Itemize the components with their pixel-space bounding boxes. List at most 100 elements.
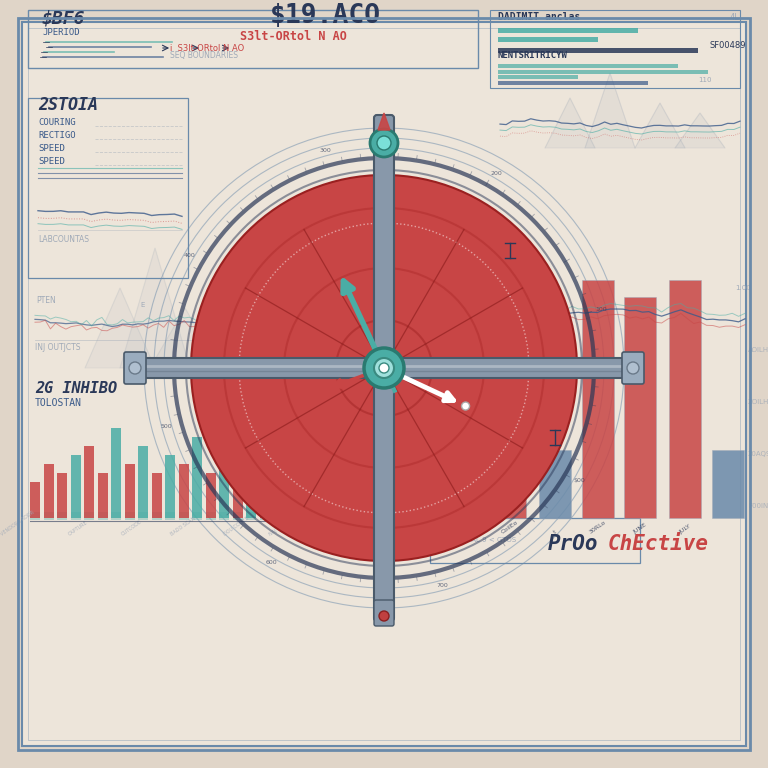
Text: TOLOSTAN: TOLOSTAN — [35, 398, 82, 408]
Text: 2G INHIBO: 2G INHIBO — [35, 381, 118, 396]
Bar — [219, 512, 229, 520]
FancyBboxPatch shape — [622, 352, 644, 384]
FancyBboxPatch shape — [124, 352, 146, 384]
Bar — [498, 81, 648, 84]
Bar — [178, 512, 188, 520]
Text: COURING: COURING — [38, 118, 75, 127]
Bar — [219, 455, 229, 518]
Bar — [57, 473, 67, 518]
Bar — [84, 512, 94, 520]
Bar — [422, 464, 432, 518]
Text: F00IN: F00IN — [748, 503, 768, 509]
Text: 200: 200 — [491, 170, 502, 176]
Text: OUTCODE: OUTCODE — [120, 519, 143, 537]
Text: E: E — [140, 302, 144, 308]
Text: $19.ACO: $19.ACO — [270, 3, 381, 29]
Text: SPEED: SPEED — [38, 157, 65, 166]
Circle shape — [364, 348, 404, 388]
Polygon shape — [120, 248, 190, 368]
Bar — [71, 455, 81, 518]
Bar — [192, 512, 202, 520]
Polygon shape — [635, 103, 685, 148]
Bar — [30, 512, 40, 520]
FancyBboxPatch shape — [22, 22, 746, 746]
Text: 500: 500 — [161, 424, 173, 429]
Bar — [246, 464, 256, 518]
Text: JULY: JULY — [678, 524, 692, 535]
Text: PrOo: PrOo — [548, 534, 598, 554]
Text: NENTSRITRICYW: NENTSRITRICYW — [498, 51, 568, 60]
Text: 4L: 4L — [730, 13, 740, 22]
Bar — [498, 28, 638, 32]
Circle shape — [374, 358, 394, 378]
Bar — [340, 512, 350, 520]
Bar — [178, 464, 188, 518]
FancyBboxPatch shape — [131, 358, 637, 378]
Bar — [300, 446, 310, 518]
Bar — [539, 450, 571, 518]
Text: ADDRESSAL 9 < GTOS: ADDRESSAL 9 < GTOS — [438, 537, 516, 543]
Bar — [498, 75, 578, 79]
FancyBboxPatch shape — [374, 115, 394, 621]
Text: 600: 600 — [266, 561, 277, 565]
Text: 300: 300 — [320, 148, 332, 153]
Bar — [669, 280, 701, 518]
Text: 2STOIA: 2STOIA — [38, 96, 98, 114]
Bar — [138, 512, 148, 520]
Bar — [286, 512, 296, 520]
Bar — [44, 512, 54, 520]
Polygon shape — [675, 113, 725, 148]
Text: 110: 110 — [698, 77, 711, 83]
Bar — [98, 512, 108, 520]
Text: JUNE: JUNE — [632, 522, 647, 535]
Bar — [84, 446, 94, 518]
Text: AOILH: AOILH — [748, 347, 768, 353]
Text: S3lt-ORtol N AO: S3lt-ORtol N AO — [240, 30, 347, 43]
Bar — [368, 455, 378, 518]
Bar — [286, 464, 296, 518]
Bar — [206, 512, 216, 520]
Bar — [273, 455, 283, 518]
Bar — [395, 512, 405, 520]
Bar — [368, 512, 378, 520]
Text: PTEN: PTEN — [36, 296, 56, 305]
Bar — [44, 464, 54, 518]
Text: 2/: 2/ — [495, 279, 503, 288]
Bar — [408, 446, 418, 518]
Bar — [300, 512, 310, 520]
Bar — [111, 512, 121, 520]
Bar — [327, 512, 337, 520]
Circle shape — [129, 362, 141, 374]
Polygon shape — [85, 288, 155, 368]
Bar — [151, 473, 161, 518]
Text: INJ OUTJCTS: INJ OUTJCTS — [35, 343, 81, 352]
Bar — [57, 512, 67, 520]
Text: 30RLo: 30RLo — [588, 520, 607, 535]
Bar — [124, 512, 134, 520]
Text: t: t — [552, 529, 558, 535]
Text: SF00489: SF00489 — [710, 41, 746, 50]
Bar — [165, 455, 175, 518]
Circle shape — [377, 136, 391, 150]
Text: CAPTURE: CAPTURE — [68, 520, 89, 537]
Bar — [582, 280, 614, 518]
Text: DOU CODES: DOU CODES — [223, 516, 250, 537]
Bar — [124, 464, 134, 518]
Bar — [498, 70, 708, 74]
Circle shape — [191, 175, 577, 561]
Text: LABCOUNTAS: LABCOUNTAS — [38, 235, 89, 244]
Bar — [111, 428, 121, 518]
Polygon shape — [150, 308, 220, 368]
Bar — [260, 473, 270, 518]
Text: RECTIGO: RECTIGO — [38, 131, 75, 140]
FancyBboxPatch shape — [374, 600, 394, 626]
Bar — [422, 512, 432, 520]
Bar — [30, 482, 40, 518]
Text: BADO SCAN: BADO SCAN — [169, 516, 197, 537]
Bar — [327, 473, 337, 518]
Bar — [138, 446, 148, 518]
Bar — [260, 512, 270, 520]
Text: NAJ BADO SCAN: NAJ BADO SCAN — [269, 510, 304, 537]
Polygon shape — [378, 113, 390, 130]
Bar — [498, 37, 598, 41]
